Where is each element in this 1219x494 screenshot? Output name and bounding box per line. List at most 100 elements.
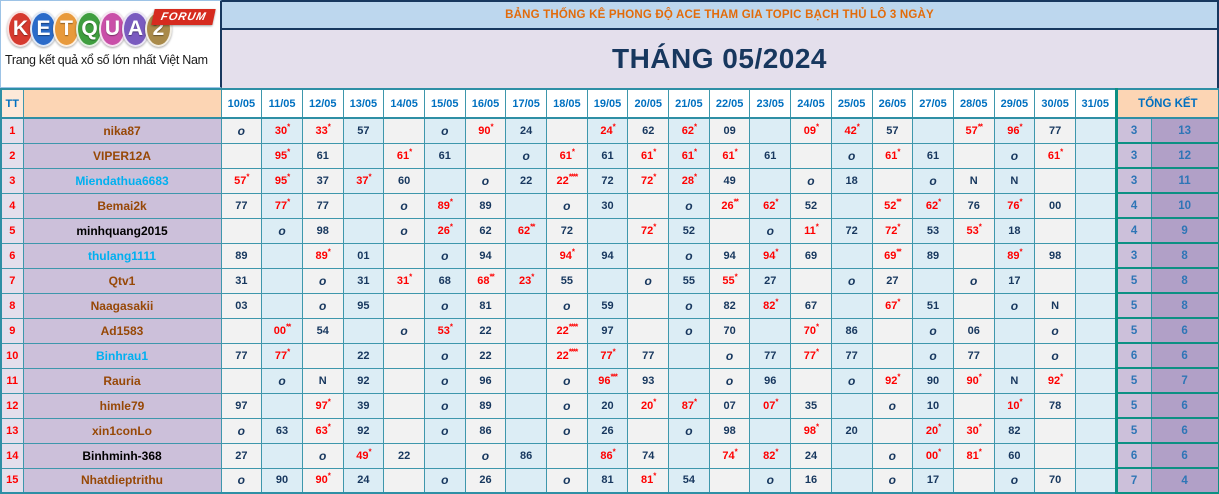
score-cell: o [301, 267, 344, 294]
no-hit-mark: o [400, 198, 408, 213]
date-column-header: 12/05 [301, 88, 344, 119]
score-cell: o [546, 392, 588, 419]
no-hit-mark: o [400, 323, 408, 338]
score-cell: 53* [423, 317, 466, 344]
score-cell: 17 [912, 467, 954, 494]
score-cell [342, 142, 385, 169]
score-cell: 90* [952, 367, 995, 394]
score-cell: o [423, 242, 466, 269]
no-hit-mark: o [847, 273, 856, 288]
score-cell: 30 [586, 192, 629, 219]
score-cell [342, 192, 385, 219]
score-cell: N [993, 167, 1036, 194]
score-cell: 98* [790, 417, 832, 444]
score-cell: 81* [952, 442, 995, 469]
score-cell [261, 442, 303, 469]
score-cell [1074, 367, 1117, 394]
table-row: 8 Naagasakii 03 o 95 o 81 o 59 o 82 82* 67 67* 51 o N 5 8 [0, 292, 1219, 319]
score-cell: o [708, 342, 751, 369]
score-cell: 00 [1034, 192, 1076, 219]
score-cell: 89 [464, 192, 507, 219]
score-cell: 98 [1034, 242, 1076, 269]
score-cell: 74* [708, 442, 751, 469]
score-cell: 61* [627, 142, 670, 169]
no-hit-mark: o [685, 298, 693, 313]
date-column-header: 13/05 [342, 88, 385, 119]
score-cell [383, 342, 425, 369]
score-cell [1034, 167, 1076, 194]
score-cell [1074, 317, 1117, 344]
score-cell: 52** [871, 192, 914, 219]
score-cell: 54 [301, 317, 344, 344]
name-column-header [22, 88, 222, 119]
no-hit-mark: o [278, 373, 286, 388]
score-cell: o [546, 467, 588, 494]
score-cell: 22**** [546, 167, 588, 194]
row-number: 4 [0, 192, 24, 219]
date-column-header: 27/05 [912, 88, 954, 119]
date-column-header: 28/05 [952, 88, 995, 119]
score-cell: 20* [912, 417, 954, 444]
score-cell: 81 [464, 292, 507, 319]
no-hit-mark: o [441, 373, 449, 388]
summary-count-cell: 3 [1114, 242, 1152, 269]
row-number: 7 [0, 267, 24, 294]
score-cell [790, 267, 832, 294]
score-cell: 57* [220, 167, 263, 194]
no-hit-mark: o [847, 373, 856, 388]
table-row: 15 Nhatdieptrithu o 90 90* 24 o 26 o 81 81* 54 o 16 o 1… [0, 467, 1219, 494]
score-cell [383, 467, 425, 494]
score-cell: 72* [871, 217, 914, 244]
table-row: 2 VIPER12A 95* 61 61* 61 o 61* 61 61* 61* 61* 61 o 61*… [0, 142, 1219, 169]
table-header: TT 10/05 11/05 12/05 13/05 14/05 15/05 16/05 17… [0, 88, 1219, 119]
score-cell: o [871, 442, 914, 469]
table-row: 6 thulang1111 89 89* 01 o 94 94* 94 o 94 94* 69 69** 8… [0, 242, 1219, 269]
score-cell [1034, 417, 1076, 444]
score-cell: 77 [749, 342, 792, 369]
score-cell [668, 342, 710, 369]
score-cell: 86 [505, 442, 547, 469]
score-cell: 98 [708, 417, 751, 444]
row-number: 14 [0, 442, 24, 469]
score-cell: 06 [952, 317, 995, 344]
summary-count-cell: 5 [1114, 317, 1152, 344]
score-cell: 28* [668, 167, 710, 194]
score-cell: 82 [993, 417, 1036, 444]
summary-total-cell: 6 [1150, 392, 1219, 419]
no-hit-mark: o [563, 373, 571, 388]
no-hit-mark: o [563, 423, 571, 438]
summary-total-cell: 9 [1150, 217, 1219, 244]
no-hit-mark: o [441, 473, 449, 488]
score-cell [505, 342, 547, 369]
no-hit-mark: o [441, 398, 449, 413]
score-cell: 51 [912, 292, 954, 319]
score-cell: 57 [342, 117, 385, 144]
row-number: 12 [0, 392, 24, 419]
summary-total-cell: 8 [1150, 267, 1219, 294]
summary-total-cell: 6 [1150, 442, 1219, 469]
score-cell: 89 [220, 242, 263, 269]
score-cell: o [749, 217, 792, 244]
no-hit-mark: o [522, 148, 530, 163]
topic-title: BẢNG THỐNG KÊ PHONG ĐỘ ACE THAM GIA TOPI… [222, 2, 1217, 30]
score-cell [261, 267, 303, 294]
score-cell: 61 [749, 142, 792, 169]
username: Naagasakii [22, 292, 222, 319]
score-cell: 82 [708, 292, 751, 319]
no-hit-mark: o [1051, 323, 1059, 338]
score-cell: 37* [342, 167, 385, 194]
score-cell: 89* [301, 242, 344, 269]
score-cell [383, 242, 425, 269]
score-cell [423, 167, 466, 194]
score-cell: 77* [586, 342, 629, 369]
score-cell: 22 [383, 442, 425, 469]
score-cell: 31 [342, 267, 385, 294]
score-cell [1034, 267, 1076, 294]
username: Qtv1 [22, 267, 222, 294]
score-cell: o [546, 367, 588, 394]
score-cell: 26 [464, 467, 507, 494]
score-cell: o [627, 267, 670, 294]
score-cell: 49 [708, 167, 751, 194]
date-column-header: 26/05 [871, 88, 914, 119]
score-cell: o [220, 467, 263, 494]
